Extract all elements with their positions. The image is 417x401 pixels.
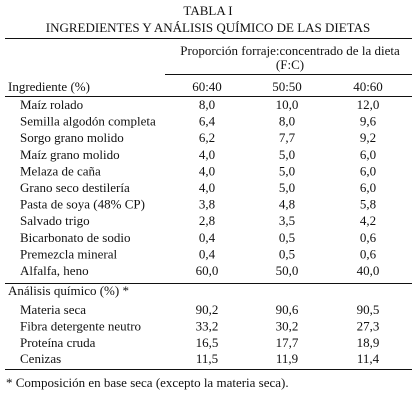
cell-value: 27,3 (357, 318, 380, 333)
row-label: Salvado trigo (20, 213, 90, 228)
cell-value: 10,0 (276, 97, 299, 112)
row-label: Proteína cruda (20, 335, 96, 350)
cell-value: 6,0 (360, 147, 376, 162)
cell-value: 9,6 (360, 114, 377, 129)
row-label: Premezcla mineral (20, 246, 117, 261)
cell-value: 6,0 (360, 163, 376, 178)
cell-value: 5,0 (279, 147, 295, 162)
cell-value: 8,0 (279, 114, 295, 129)
column-header: 40:60 (353, 79, 383, 94)
cell-value: 60,0 (196, 263, 219, 278)
row-label: Semilla algodón completa (20, 114, 156, 129)
cell-value: 6,2 (199, 130, 215, 145)
cell-value: 8,0 (199, 97, 215, 112)
group-header: Proporción forraje:concentrado de la die… (180, 43, 400, 58)
row-label-header: Ingrediente (%) (8, 79, 90, 94)
cell-value: 9,2 (360, 130, 376, 145)
row-label: Fibra detergente neutro (20, 318, 141, 333)
cell-value: 3,5 (279, 213, 295, 228)
cell-value: 11,9 (276, 351, 298, 366)
table-title: INGREDIENTES Y ANÁLISIS QUÍMICO DE LAS D… (46, 20, 370, 35)
group-subheader: (F:C) (276, 57, 304, 72)
footnote: * Composición en base seca (excepto la m… (6, 375, 289, 390)
cell-value: 4,0 (199, 180, 215, 195)
cell-value: 90,2 (196, 302, 219, 317)
cell-value: 90,5 (357, 302, 380, 317)
row-label: Melaza de caña (20, 163, 101, 178)
cell-value: 50,0 (276, 263, 299, 278)
row-label: Maíz grano molido (20, 147, 120, 162)
column-header: 50:50 (272, 79, 302, 94)
row-label: Grano seco destilería (20, 180, 130, 195)
row-label: Cenizas (20, 351, 61, 366)
cell-value: 4,0 (199, 163, 215, 178)
column-header: 60:40 (192, 79, 222, 94)
row-label: Pasta de soya (48% CP) (20, 197, 145, 212)
row-label: Bicarbonato de sodio (20, 230, 130, 245)
cell-value: 5,8 (360, 197, 376, 212)
cell-value: 5,0 (279, 163, 295, 178)
cell-value: 0,5 (279, 230, 295, 245)
cell-value: 3,8 (199, 197, 215, 212)
cell-value: 6,4 (199, 114, 216, 129)
cell-value: 11,4 (357, 351, 380, 366)
cell-value: 0,4 (199, 246, 216, 261)
cell-value: 6,0 (360, 180, 376, 195)
cell-value: 40,0 (357, 263, 380, 278)
cell-value: 5,0 (279, 180, 295, 195)
cell-value: 0,5 (279, 246, 295, 261)
cell-value: 11,5 (196, 351, 218, 366)
cell-value: 33,2 (196, 318, 219, 333)
cell-value: 7,7 (279, 130, 296, 145)
cell-value: 17,7 (276, 335, 299, 350)
cell-value: 4,2 (360, 213, 376, 228)
row-label: Alfalfa, heno (20, 263, 89, 278)
section-label: Análisis químico (%) * (8, 283, 129, 298)
cell-value: 4,8 (279, 197, 295, 212)
cell-value: 18,9 (357, 335, 380, 350)
cell-value: 30,2 (276, 318, 299, 333)
row-label: Sorgo grano molido (20, 130, 124, 145)
cell-value: 0,6 (360, 230, 377, 245)
table-number: TABLA I (183, 3, 232, 18)
row-label: Materia seca (20, 302, 86, 317)
cell-value: 0,4 (199, 230, 216, 245)
cell-value: 4,0 (199, 147, 215, 162)
cell-value: 16,5 (196, 335, 219, 350)
row-label: Maíz rolado (20, 97, 83, 112)
cell-value: 90,6 (276, 302, 299, 317)
cell-value: 12,0 (357, 97, 380, 112)
cell-value: 0,6 (360, 246, 377, 261)
cell-value: 2,8 (199, 213, 215, 228)
